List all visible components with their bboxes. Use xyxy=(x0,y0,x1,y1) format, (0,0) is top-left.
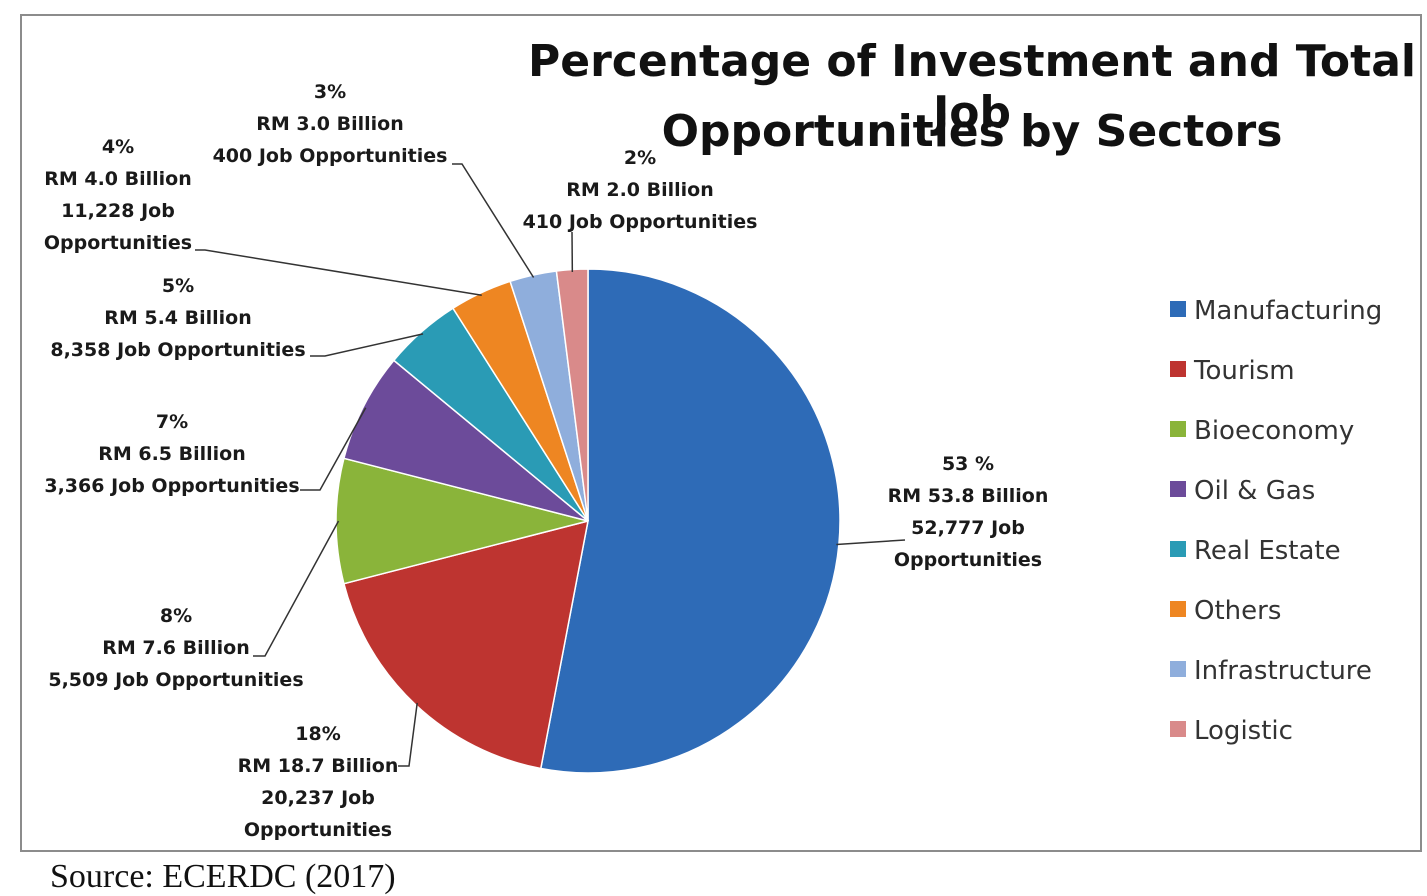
data-label-others-percent: 4% xyxy=(102,136,134,158)
legend-label-bioeconomy: Bioeconomy xyxy=(1194,416,1354,446)
leader-line-oil-gas xyxy=(300,407,367,491)
leader-lines xyxy=(195,163,906,767)
legend-swatch-bioeconomy xyxy=(1170,421,1186,437)
data-label-manufacturing-jobs-1: 52,777 Job xyxy=(911,517,1025,539)
leader-line-bioeconomy xyxy=(253,520,340,657)
data-label-real-estate-percent: 5% xyxy=(162,275,194,297)
legend-label-oil-gas: Oil & Gas xyxy=(1194,476,1315,506)
pie-slice-oil-gas xyxy=(343,359,589,522)
data-label-others-jobs-1: 11,228 Job xyxy=(61,200,175,222)
data-label-oil-gas-jobs-1: 3,366 Job Opportunities xyxy=(44,475,299,497)
data-label-infrastructure-jobs-1: 400 Job Opportunities xyxy=(213,145,448,167)
data-label-bioeconomy-percent: 8% xyxy=(160,605,192,627)
legend-swatch-tourism xyxy=(1170,361,1186,377)
leader-line-manufacturing xyxy=(836,539,906,546)
data-label-infrastructure-percent: 3% xyxy=(314,81,346,103)
data-label-manufacturing-jobs-2: Opportunities xyxy=(894,549,1042,571)
legend-swatch-others xyxy=(1170,601,1186,617)
data-label-bioeconomy-investment: RM 7.6 Billion xyxy=(102,637,250,659)
data-labels: 53 % RM 53.8 Billion 52,777 Job Opportuniti… xyxy=(44,81,1048,841)
data-label-logistic-investment: RM 2.0 Billion xyxy=(566,179,714,201)
legend-label-manufacturing: Manufacturing xyxy=(1194,296,1382,326)
legend-label-tourism: Tourism xyxy=(1193,356,1295,386)
pie-slice-bioeconomy xyxy=(335,457,589,585)
data-label-bioeconomy-jobs-1: 5,509 Job Opportunities xyxy=(48,669,303,691)
data-label-infrastructure-investment: RM 3.0 Billion xyxy=(256,113,404,135)
chart-title-line-2: Opportunities by Sectors xyxy=(661,106,1283,157)
data-label-manufacturing-investment: RM 53.8 Billion xyxy=(888,485,1049,507)
legend: Manufacturing Tourism Bioeconomy Oil & Gas R… xyxy=(1170,296,1382,746)
data-label-tourism-investment: RM 18.7 Billion xyxy=(238,755,399,777)
data-label-real-estate-jobs-1: 8,358 Job Opportunities xyxy=(50,339,305,361)
legend-label-others: Others xyxy=(1194,596,1281,626)
chart-title-line-1: Percentage of Investment and Total Job xyxy=(528,36,1416,138)
leader-line-tourism xyxy=(398,702,418,767)
data-label-tourism-jobs-1: 20,237 Job xyxy=(261,787,375,809)
leader-line-infrastructure xyxy=(452,163,535,278)
data-label-others-jobs-2: Opportunities xyxy=(44,232,192,254)
legend-swatch-manufacturing xyxy=(1170,301,1186,317)
data-label-manufacturing-percent: 53 % xyxy=(942,453,994,475)
legend-label-real-estate: Real Estate xyxy=(1194,536,1341,566)
data-label-tourism-percent: 18% xyxy=(295,723,340,745)
leader-line-real-estate xyxy=(310,333,424,357)
legend-swatch-infrastructure xyxy=(1170,661,1186,677)
leader-line-others xyxy=(195,249,482,297)
data-label-oil-gas-percent: 7% xyxy=(156,411,188,433)
legend-swatch-oil-gas xyxy=(1170,481,1186,497)
legend-swatch-real-estate xyxy=(1170,541,1186,557)
pie-slice-tourism xyxy=(343,519,589,770)
legend-label-infrastructure: Infrastructure xyxy=(1194,656,1372,686)
data-label-real-estate-investment: RM 5.4 Billion xyxy=(104,307,252,329)
source-caption: Source: ECERDC (2017) xyxy=(50,858,396,895)
pie-slices xyxy=(335,268,841,774)
data-label-tourism-jobs-2: Opportunities xyxy=(244,819,392,841)
data-label-others-investment: RM 4.0 Billion xyxy=(44,168,192,190)
data-label-oil-gas-investment: RM 6.5 Billion xyxy=(98,443,246,465)
data-label-logistic-jobs-1: 410 Job Opportunities xyxy=(523,211,758,233)
legend-swatch-logistic xyxy=(1170,721,1186,737)
legend-label-logistic: Logistic xyxy=(1194,716,1293,746)
data-label-logistic-percent: 2% xyxy=(624,147,656,169)
